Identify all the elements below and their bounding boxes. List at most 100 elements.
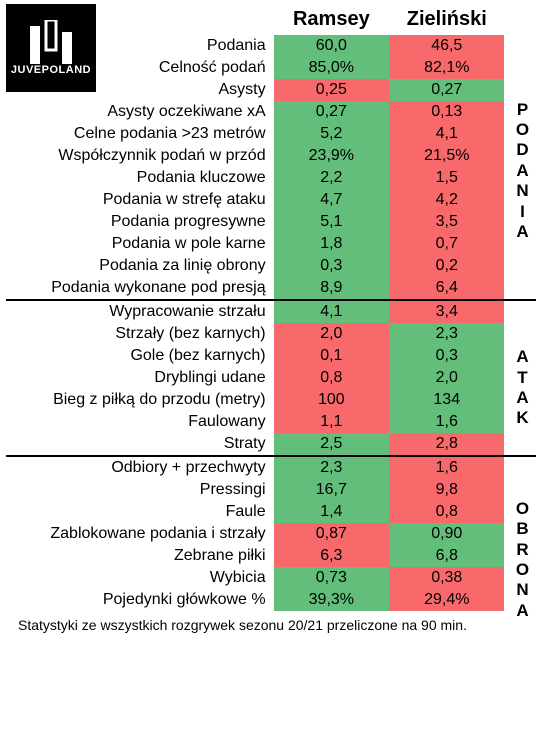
stat-value-p2: 2,0 xyxy=(389,367,504,389)
stat-label: Wypracowanie strzału xyxy=(6,300,274,323)
logo-juvepoland: JUVEPOLAND xyxy=(6,4,96,92)
stat-value-p2: 82,1% xyxy=(389,57,504,79)
stat-value-p1: 2,2 xyxy=(274,167,389,189)
stat-value-p1: 2,3 xyxy=(274,456,389,479)
stat-value-p2: 3,4 xyxy=(389,300,504,323)
table-row: Straty2,52,8 xyxy=(6,433,536,456)
stat-label: Odbiory + przechwyty xyxy=(6,456,274,479)
stat-label: Strzały (bez karnych) xyxy=(6,323,274,345)
table-row: Bieg z piłką do przodu (metry)100134 xyxy=(6,389,536,411)
header-player2: Zieliński xyxy=(389,4,504,35)
table-area: Ramsey Zieliński Podania60,046,5Celność … xyxy=(6,4,536,611)
stat-value-p2: 21,5% xyxy=(389,145,504,167)
table-row: Wybicia0,730,38 xyxy=(6,567,536,589)
stat-label: Podania wykonane pod presją xyxy=(6,277,274,300)
stat-value-p2: 3,5 xyxy=(389,211,504,233)
table-row: Pressingi16,79,8 xyxy=(6,479,536,501)
table-row: Zebrane piłki6,36,8 xyxy=(6,545,536,567)
stat-value-p2: 134 xyxy=(389,389,504,411)
table-row: Podania w pole karne1,80,7 xyxy=(6,233,536,255)
stat-label: Bieg z piłką do przodu (metry) xyxy=(6,389,274,411)
stat-value-p1: 23,9% xyxy=(274,145,389,167)
table-row: Podania kluczowe2,21,5 xyxy=(6,167,536,189)
stat-label: Faulowany xyxy=(6,411,274,433)
stat-value-p1: 5,2 xyxy=(274,123,389,145)
stat-label: Gole (bez karnych) xyxy=(6,345,274,367)
table-body: Podania60,046,5Celność podań85,0%82,1%As… xyxy=(6,35,536,611)
table-row: Podania w strefę ataku4,74,2 xyxy=(6,189,536,211)
stat-value-p1: 4,7 xyxy=(274,189,389,211)
stat-label: Podania za linię obrony xyxy=(6,255,274,277)
logo-bars-icon xyxy=(26,20,76,64)
stat-value-p1: 2,0 xyxy=(274,323,389,345)
stat-value-p1: 5,1 xyxy=(274,211,389,233)
stat-value-p2: 4,1 xyxy=(389,123,504,145)
stat-value-p1: 0,1 xyxy=(274,345,389,367)
stat-label: Pojedynki główkowe % xyxy=(6,589,274,611)
logo-text: JUVEPOLAND xyxy=(11,64,91,76)
stat-label: Podania progresywne xyxy=(6,211,274,233)
stat-label: Podania kluczowe xyxy=(6,167,274,189)
stat-label: Wybicia xyxy=(6,567,274,589)
stat-label: Współczynnik podań w przód xyxy=(6,145,274,167)
table-row: Współczynnik podań w przód23,9%21,5% xyxy=(6,145,536,167)
table-row: Odbiory + przechwyty2,31,6 xyxy=(6,456,536,479)
stat-value-p2: 0,27 xyxy=(389,79,504,101)
stat-value-p2: 1,6 xyxy=(389,456,504,479)
table-row: Podania progresywne5,13,5 xyxy=(6,211,536,233)
stat-value-p1: 0,3 xyxy=(274,255,389,277)
stat-value-p2: 0,8 xyxy=(389,501,504,523)
stat-value-p2: 6,8 xyxy=(389,545,504,567)
stat-label: Podania w pole karne xyxy=(6,233,274,255)
stat-value-p1: 39,3% xyxy=(274,589,389,611)
table-row: Dryblingi udane0,82,0 xyxy=(6,367,536,389)
stat-label: Zablokowane podania i strzały xyxy=(6,523,274,545)
header-spacer xyxy=(504,4,536,35)
table-row: Podania wykonane pod presją8,96,4 xyxy=(6,277,536,300)
stat-value-p1: 0,87 xyxy=(274,523,389,545)
stat-value-p2: 46,5 xyxy=(389,35,504,57)
stat-label: Podania w strefę ataku xyxy=(6,189,274,211)
stat-value-p2: 1,6 xyxy=(389,411,504,433)
table-row: Faule1,40,8 xyxy=(6,501,536,523)
stat-value-p2: 0,2 xyxy=(389,255,504,277)
table-row: Wypracowanie strzału4,13,4 xyxy=(6,300,536,323)
table-row: Gole (bez karnych)0,10,3 xyxy=(6,345,536,367)
stat-label: Zebrane piłki xyxy=(6,545,274,567)
stat-value-p2: 0,90 xyxy=(389,523,504,545)
stat-label: Pressingi xyxy=(6,479,274,501)
stat-value-p1: 100 xyxy=(274,389,389,411)
stat-value-p1: 1,8 xyxy=(274,233,389,255)
stat-label: Faule xyxy=(6,501,274,523)
header-player1: Ramsey xyxy=(274,4,389,35)
stat-value-p2: 9,8 xyxy=(389,479,504,501)
stat-value-p2: 0,38 xyxy=(389,567,504,589)
stat-value-p2: 0,7 xyxy=(389,233,504,255)
stat-value-p1: 16,7 xyxy=(274,479,389,501)
stat-label: Straty xyxy=(6,433,274,456)
footnote-text: Statystyki ze wszystkich rozgrywek sezon… xyxy=(6,611,536,635)
section-label: PODANIA xyxy=(510,38,538,304)
stat-value-p1: 1,1 xyxy=(274,411,389,433)
table-row: Asysty oczekiwane xA0,270,13 xyxy=(6,101,536,123)
stat-label: Asysty oczekiwane xA xyxy=(6,101,274,123)
stat-value-p2: 4,2 xyxy=(389,189,504,211)
table-row: Strzały (bez karnych)2,02,3 xyxy=(6,323,536,345)
stat-value-p2: 6,4 xyxy=(389,277,504,300)
stat-value-p2: 2,3 xyxy=(389,323,504,345)
table-row: Celne podania >23 metrów5,24,1 xyxy=(6,123,536,145)
section-label: OBRONA xyxy=(510,470,538,650)
stat-value-p1: 4,1 xyxy=(274,300,389,323)
table-row: Zablokowane podania i strzały0,870,90 xyxy=(6,523,536,545)
section-label: ATAK xyxy=(510,310,538,466)
stat-value-p1: 0,27 xyxy=(274,101,389,123)
stat-value-p2: 2,8 xyxy=(389,433,504,456)
stat-value-p1: 2,5 xyxy=(274,433,389,456)
stat-value-p1: 6,3 xyxy=(274,545,389,567)
stat-value-p1: 0,73 xyxy=(274,567,389,589)
stat-label: Dryblingi udane xyxy=(6,367,274,389)
stats-table: Ramsey Zieliński Podania60,046,5Celność … xyxy=(6,4,536,611)
stat-label: Celne podania >23 metrów xyxy=(6,123,274,145)
stat-value-p2: 0,13 xyxy=(389,101,504,123)
stat-value-p1: 85,0% xyxy=(274,57,389,79)
